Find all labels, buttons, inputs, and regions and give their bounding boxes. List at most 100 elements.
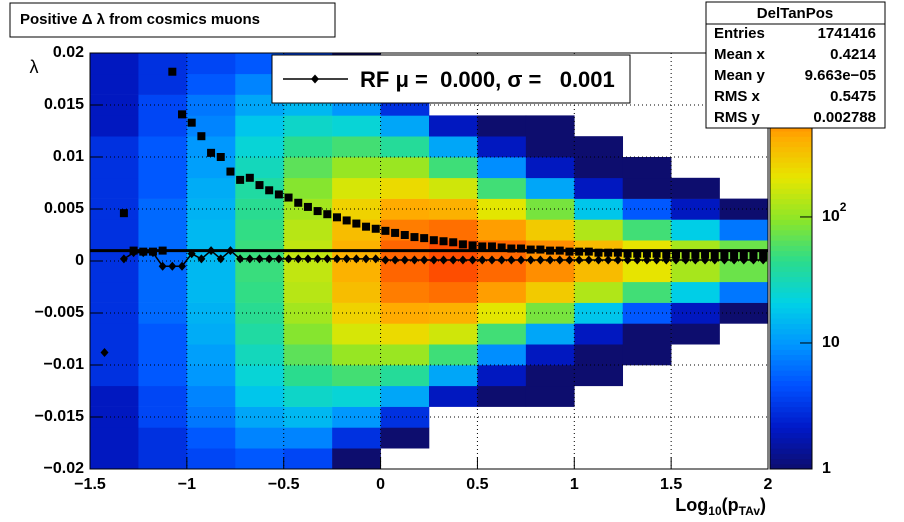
heat-cell bbox=[90, 219, 139, 241]
label-text: (p bbox=[722, 495, 739, 515]
diamond-marker bbox=[178, 261, 187, 271]
heat-cell bbox=[671, 323, 720, 345]
heat-cell bbox=[380, 427, 430, 449]
heat-cell bbox=[525, 261, 575, 283]
heat-cell bbox=[574, 365, 624, 387]
heat-cell bbox=[671, 281, 720, 303]
heat-cell bbox=[332, 115, 381, 137]
square-marker bbox=[487, 242, 496, 251]
diamond-marker bbox=[594, 255, 603, 265]
heat-cell bbox=[283, 219, 333, 241]
heat-cell bbox=[719, 281, 769, 303]
square-marker bbox=[332, 213, 341, 222]
heat-cell bbox=[332, 344, 381, 366]
heat-cell bbox=[235, 448, 285, 470]
heat-cell bbox=[138, 177, 188, 199]
heat-cell bbox=[332, 177, 381, 199]
square-marker bbox=[478, 242, 487, 251]
heat-cell bbox=[283, 365, 333, 387]
heat-cell bbox=[138, 136, 188, 158]
diamond-marker bbox=[410, 255, 419, 265]
heat-cell bbox=[138, 157, 188, 179]
heat-cell bbox=[380, 385, 430, 407]
colorbar-segment bbox=[770, 162, 812, 168]
heat-cell bbox=[622, 198, 672, 220]
heat-cell bbox=[525, 323, 575, 345]
square-marker bbox=[187, 118, 196, 127]
diamond-marker bbox=[604, 255, 613, 265]
square-marker bbox=[265, 186, 274, 195]
colorbar-segment bbox=[770, 307, 812, 314]
heat-cell bbox=[332, 281, 381, 303]
heat-cell bbox=[525, 385, 575, 407]
heat-cell bbox=[90, 53, 139, 75]
x-axis-label: Log10(pTAv) bbox=[675, 495, 766, 518]
heat-cell bbox=[186, 261, 236, 283]
heat-cell bbox=[429, 136, 478, 158]
square-marker bbox=[119, 209, 128, 218]
heat-cell bbox=[429, 365, 478, 387]
x-tick-label: −1 bbox=[178, 476, 196, 493]
colorbar-segment bbox=[770, 146, 812, 153]
colorbar-segment bbox=[770, 151, 812, 158]
diamond-marker bbox=[216, 254, 225, 264]
heat-cell bbox=[429, 219, 478, 241]
diamond-marker bbox=[323, 254, 332, 264]
heat-cell bbox=[719, 198, 769, 220]
colorbar-segment bbox=[770, 198, 812, 205]
diamond-marker bbox=[536, 255, 545, 265]
diamond-marker bbox=[584, 255, 593, 265]
colorbar-segment bbox=[770, 229, 812, 236]
heat-cell bbox=[186, 219, 236, 241]
square-marker bbox=[507, 244, 516, 253]
x-tick-label: 0.5 bbox=[466, 476, 488, 493]
colorbar-segment bbox=[770, 271, 812, 278]
diamond-marker bbox=[100, 348, 109, 358]
heat-cell bbox=[574, 177, 624, 199]
heat-cell bbox=[283, 281, 333, 303]
square-marker bbox=[342, 216, 351, 225]
heat-cell bbox=[235, 219, 285, 241]
diamond-marker bbox=[391, 255, 400, 265]
stats-value: 0.4214 bbox=[830, 46, 877, 63]
diamond-marker bbox=[158, 261, 167, 271]
colorbar-segment bbox=[770, 463, 812, 470]
stats-label: Entries bbox=[714, 25, 765, 42]
x-tick-label: 0 bbox=[376, 476, 385, 493]
heat-cell bbox=[380, 323, 430, 345]
heat-cell bbox=[380, 344, 430, 366]
colorbar-segment bbox=[770, 432, 812, 439]
heat-cell bbox=[380, 281, 430, 303]
diamond-marker bbox=[623, 255, 632, 265]
diamond-marker bbox=[759, 255, 768, 265]
colorbar-segment bbox=[770, 287, 812, 293]
heat-cell bbox=[90, 115, 139, 137]
heat-cell bbox=[235, 198, 285, 220]
heat-cell bbox=[429, 198, 478, 220]
heat-cell bbox=[332, 406, 381, 428]
heat-cell bbox=[283, 157, 333, 179]
square-marker bbox=[284, 193, 293, 202]
diamond-marker bbox=[207, 246, 216, 256]
heat-cell bbox=[138, 323, 188, 345]
heat-cell bbox=[525, 219, 575, 241]
heat-cell bbox=[138, 115, 188, 137]
heat-cell bbox=[332, 448, 381, 470]
x-tick-label: −0.5 bbox=[268, 476, 300, 493]
heat-cell bbox=[477, 261, 527, 283]
square-marker bbox=[236, 175, 245, 184]
colorbar-segment bbox=[770, 255, 812, 262]
heat-cell bbox=[622, 302, 672, 324]
heat-cell bbox=[622, 157, 672, 179]
colorbar-segment bbox=[770, 209, 812, 215]
heat-cell bbox=[283, 136, 333, 158]
colorbar-segment bbox=[770, 417, 812, 423]
stats-box bbox=[705, 1, 886, 129]
label-subscript: TAv bbox=[739, 504, 761, 518]
diamond-marker bbox=[362, 254, 371, 264]
diamond-marker bbox=[507, 255, 516, 265]
square-marker bbox=[313, 207, 322, 216]
heat-cell bbox=[90, 385, 139, 407]
diamond-marker bbox=[720, 255, 729, 265]
